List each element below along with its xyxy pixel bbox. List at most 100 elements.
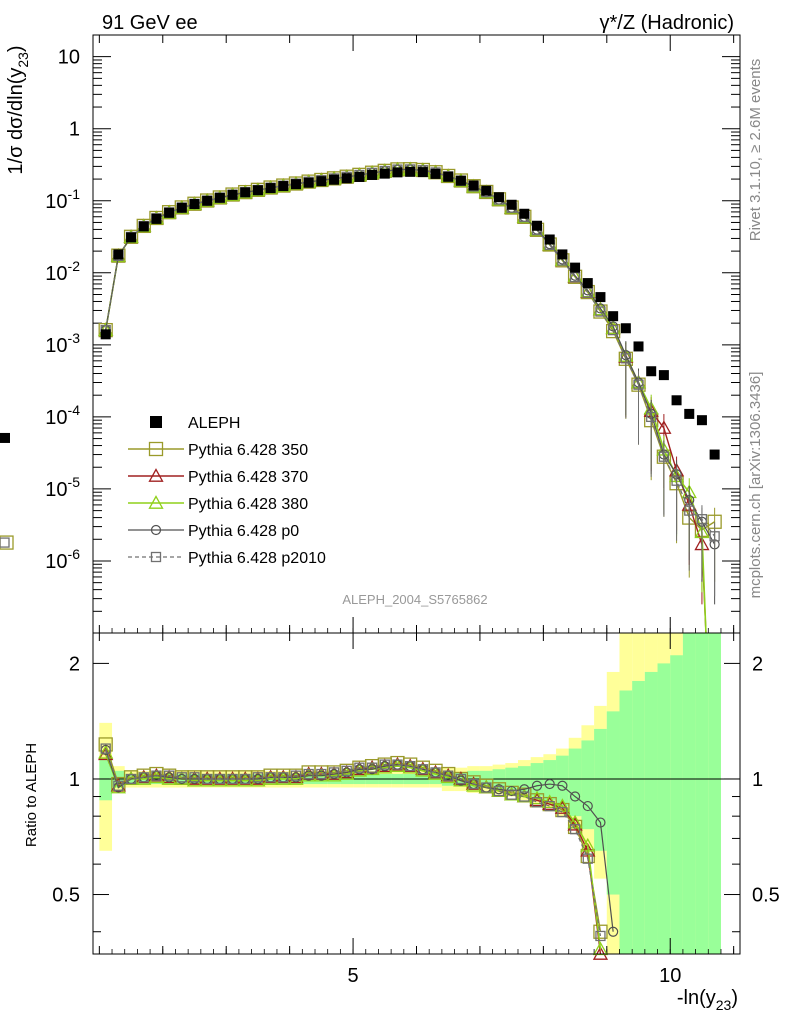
mc-point	[593, 924, 608, 939]
ratio-y-tick-label-right: 2	[752, 653, 763, 675]
mc-point	[366, 762, 378, 773]
ratio-y-tick-label: 2	[69, 653, 80, 675]
mc-point	[125, 773, 137, 785]
main-y-tick-label: 10-1	[45, 186, 80, 213]
mc-point	[595, 817, 606, 828]
header-right: γ*/Z (Hadronic)	[600, 12, 734, 34]
mc-point	[148, 495, 164, 509]
aleph-point	[379, 168, 390, 179]
band-inner	[708, 633, 721, 954]
mc-point	[605, 323, 621, 339]
ratio-frame	[92, 632, 741, 955]
mc-point	[150, 524, 162, 536]
ratio-series-line	[105, 748, 602, 937]
aleph-point	[684, 408, 695, 419]
band-inner	[632, 680, 645, 954]
band-inner	[594, 728, 607, 851]
aleph-point	[354, 171, 365, 182]
aleph-point	[126, 232, 137, 243]
mc-point	[453, 771, 469, 785]
mc-point	[250, 772, 266, 787]
main-y-tick-label: 10-3	[45, 330, 80, 357]
mc-point	[405, 760, 416, 772]
header-left: 91 GeV ee	[102, 12, 198, 34]
mc-point	[468, 778, 479, 790]
mc-point	[544, 800, 555, 812]
mc-point	[506, 789, 517, 800]
aleph-point	[227, 189, 238, 200]
mc-point	[148, 767, 165, 782]
aleph-point	[176, 202, 187, 213]
mc-point	[301, 766, 317, 780]
legend-entry: Pythia 6.428 p0	[188, 523, 299, 540]
mc-point	[275, 771, 291, 785]
mc-point	[607, 324, 619, 336]
mc-point	[0, 537, 10, 548]
mc-point	[265, 772, 276, 783]
aleph-point	[696, 415, 707, 426]
aleph-point	[493, 192, 504, 203]
aleph-point	[532, 220, 543, 231]
band-inner	[644, 671, 658, 954]
aleph-point	[303, 177, 314, 188]
ratio-y-tick-label-right: 0.5	[752, 885, 780, 907]
mc-point	[569, 824, 581, 835]
aleph-point	[214, 192, 225, 203]
aleph-point	[138, 221, 149, 232]
aleph-point	[0, 432, 10, 443]
aleph-point	[164, 207, 175, 218]
mc-point	[202, 773, 213, 785]
main-y-tick-exponent: -2	[68, 258, 81, 274]
legend-entry: Pythia 6.428 370	[188, 469, 308, 486]
main-y-tick-label: 10-5	[45, 474, 80, 501]
rivet-label: Rivet 3.1.10, ≥ 2.6M events	[747, 59, 764, 242]
aleph-point	[570, 262, 581, 273]
mc-point	[150, 551, 162, 563]
band-inner	[695, 633, 709, 954]
mc-point	[531, 797, 543, 808]
aleph-point	[189, 199, 200, 210]
aleph-point	[620, 323, 631, 334]
mc-point	[580, 837, 596, 852]
main-y-tick-exponent: -4	[68, 402, 81, 418]
mc-point	[110, 779, 126, 794]
mc-point	[430, 767, 441, 778]
mc-point	[240, 773, 251, 785]
mc-point	[148, 441, 164, 457]
band-inner	[657, 663, 671, 954]
mc-point	[593, 304, 608, 319]
aleph-point	[443, 171, 454, 182]
mc-point	[580, 842, 596, 857]
aleph-point	[265, 183, 276, 194]
main-data	[0, 161, 722, 634]
mc-point	[199, 772, 215, 787]
mc-point	[224, 771, 241, 785]
mc-point	[301, 767, 317, 782]
ratio-panel: 0.5 0.5 1 1 2 2 5 10 Ratio to ALEPH -ln(y23)	[23, 632, 780, 1013]
mc-point	[237, 772, 253, 787]
aleph-point	[151, 213, 162, 224]
aleph-point	[316, 176, 327, 187]
legend: ALEPH Pythia 6.428 350 Pythia 6.428 370 Pyt…	[128, 415, 326, 567]
aleph-point	[100, 329, 111, 340]
mc-point	[605, 320, 621, 335]
ratio-y-tick-label-right: 1	[752, 769, 763, 791]
main-y-tick-exponent: -6	[68, 546, 81, 562]
mc-point	[275, 769, 291, 784]
mc-point	[557, 806, 568, 818]
mc-point	[608, 926, 619, 937]
x-axis-label: -ln(y23)	[677, 987, 738, 1013]
mc-point	[288, 771, 304, 785]
aleph-point	[582, 278, 593, 289]
aleph-point	[202, 195, 213, 206]
mc-point	[151, 770, 162, 781]
ratio-bands	[99, 633, 721, 954]
mc-point	[341, 765, 352, 776]
aleph-point	[595, 292, 606, 303]
band-inner	[581, 740, 595, 830]
main-ticks	[93, 34, 740, 634]
mc-point	[227, 773, 238, 785]
x-tick-label: 10	[659, 965, 681, 987]
aleph-point	[367, 169, 378, 180]
